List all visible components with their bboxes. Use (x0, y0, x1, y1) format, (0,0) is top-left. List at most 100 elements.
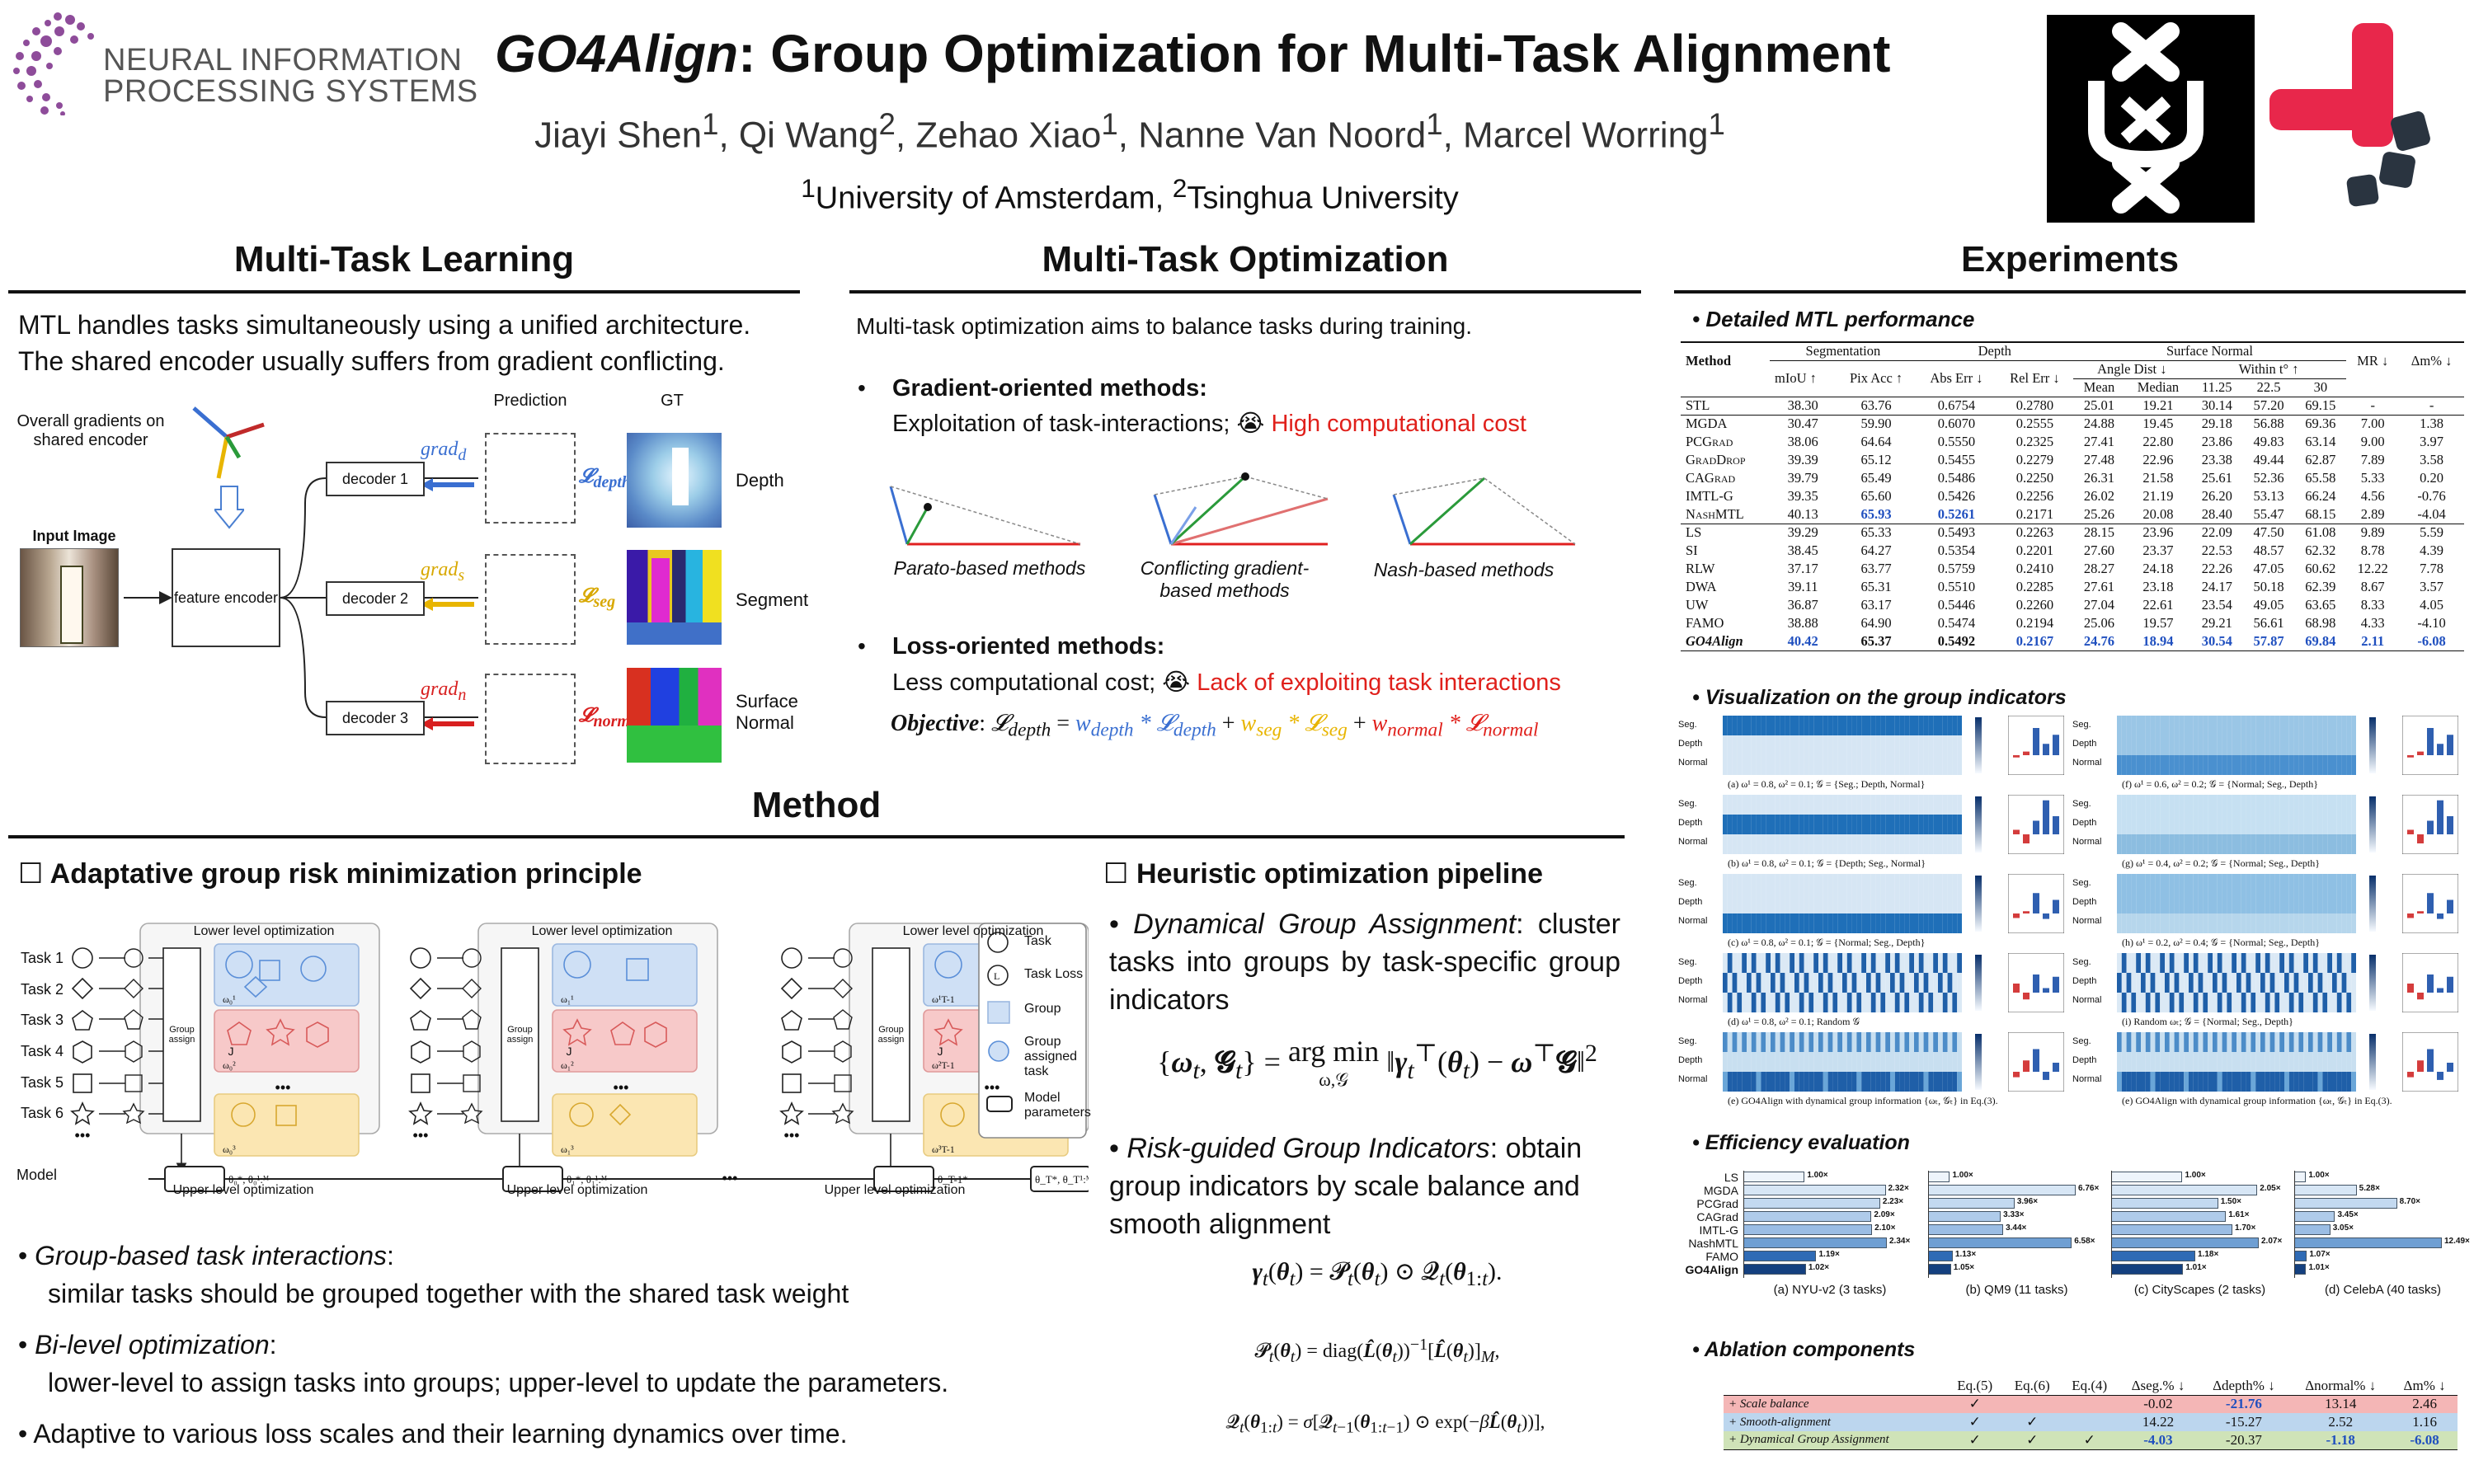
heat-cell (2160, 1032, 2165, 1052)
indicator-bar (2437, 1072, 2443, 1080)
indicator-bar (2013, 755, 2020, 758)
heat-cell (1856, 993, 1862, 1012)
heat-cell (1808, 755, 1814, 775)
heat-cell (1842, 913, 1847, 933)
eff-bar (2111, 1211, 2227, 1222)
heat-cell (1827, 795, 1833, 815)
heat-cell (2213, 953, 2218, 973)
heat-cell (1923, 874, 1929, 894)
table-cell: 0.2325 (2015, 434, 2054, 449)
heat-cell (2298, 913, 2304, 933)
heat-cell (1928, 716, 1934, 735)
heat-cell (1846, 993, 1852, 1012)
heat-cell (2217, 716, 2222, 735)
heat-cell (2312, 874, 2318, 894)
heat-cell (2232, 735, 2236, 755)
heat-cell (2288, 973, 2294, 993)
heat-cell (2165, 953, 2170, 973)
heat-cell (1766, 815, 1771, 834)
heat-cell (2251, 973, 2256, 993)
heat-cell (2232, 755, 2236, 775)
heat-cell (1894, 973, 1900, 993)
heat-cell (2303, 953, 2308, 973)
bullet-1-desc: similar tasks should be grouped together… (48, 1279, 849, 1308)
tsinghua-mark-icon (2269, 23, 2430, 207)
heat-cell (2189, 1052, 2194, 1072)
heat-cell (1837, 1072, 1842, 1092)
heat-cell (1957, 795, 1962, 815)
heat-cell (2255, 953, 2260, 973)
loss-seg: 𝓛seg (579, 585, 616, 611)
heat-cell (2255, 834, 2260, 854)
heat-cell (2165, 1052, 2170, 1072)
heat-cell (2236, 716, 2241, 735)
heat-cell (1742, 913, 1747, 933)
indicator-bar (2417, 834, 2424, 843)
heat-cell (2189, 874, 2194, 894)
heat-cell (2293, 953, 2299, 973)
heat-cell (1856, 815, 1862, 834)
indicator-bar (2013, 913, 2020, 918)
heat-cell (2293, 815, 2299, 834)
table-cell: 65.37 (1860, 632, 1892, 649)
th-angle: Angle Dist ↓ (2072, 360, 2191, 379)
heat-cell (2150, 815, 2156, 834)
heat-cell (1808, 815, 1814, 834)
heat-cell (1751, 1032, 1757, 1052)
heat-cell (2189, 953, 2194, 973)
indicator-bars (2008, 874, 2064, 933)
heat-cell (2179, 795, 2185, 815)
heat-cell (1837, 894, 1842, 913)
heat-cell (2269, 1072, 2275, 1092)
heat-cell (1890, 913, 1895, 933)
heat-cell (1794, 815, 1799, 834)
heat-cell (2255, 735, 2260, 755)
exp-s3-text: Efficiency evaluation (1705, 1131, 1910, 1154)
svg-text:J: J (228, 1045, 234, 1058)
heat-cell (1747, 716, 1752, 735)
table-cell: 69.36 (2305, 416, 2336, 432)
table-cell: 0.2263 (2015, 524, 2054, 541)
heat-cell (1780, 894, 1785, 913)
heat-cell (2298, 1052, 2304, 1072)
heat-cell (2293, 973, 2299, 993)
heat-cell (1904, 735, 1910, 755)
heat-cell (2336, 755, 2342, 775)
eff-bar (2294, 1224, 2331, 1235)
table-cell: 64.64 (1860, 434, 1892, 449)
legend-group: Group (1024, 1002, 1061, 1016)
heat-cell (2193, 874, 2199, 894)
heat-cell (1785, 735, 1790, 755)
heat-cell (2241, 1072, 2246, 1092)
heat-cell (1747, 1052, 1752, 1072)
heat-cell (1957, 874, 1962, 894)
heat-cell (1870, 795, 1876, 815)
heat-cell (2308, 874, 2313, 894)
heat-cell (2189, 993, 2194, 1012)
heat-cell (2255, 913, 2260, 933)
th-depth: Depth (1916, 342, 2073, 361)
heat-cell (2203, 755, 2208, 775)
heat-cell (2308, 834, 2313, 854)
heat-cell (1771, 795, 1776, 815)
heat-cell (2160, 735, 2165, 755)
heat-cell (2203, 874, 2208, 894)
heat-cell (1823, 874, 1828, 894)
table-cell: 25.61 (2201, 470, 2232, 486)
vis-row-label: Normal (2072, 1074, 2102, 1084)
heat-cell (1737, 874, 1743, 894)
vis-panel: Seg. Depth Normal (f) ω¹ = 0.6, ω² = 0.2; 𝒢… (2072, 716, 2460, 793)
table-cell: 40.13 (1787, 505, 1818, 522)
loss-desc-text: Less computational cost; (892, 669, 1156, 696)
grad-word: grad (421, 679, 459, 700)
heat-cell (2126, 1032, 2132, 1052)
heat-cell (2217, 795, 2222, 815)
table-cell: 27.04 (2083, 597, 2114, 613)
lower-level-label: Lower level optimization (531, 924, 673, 938)
heat-cell (1823, 1032, 1828, 1052)
table-cell: 0.2780 (2015, 397, 2054, 413)
heat-cell (1933, 735, 1938, 755)
heat-cell (2332, 1032, 2337, 1052)
vis-row-label: Normal (1678, 916, 1708, 926)
heat-cell (1771, 874, 1776, 894)
